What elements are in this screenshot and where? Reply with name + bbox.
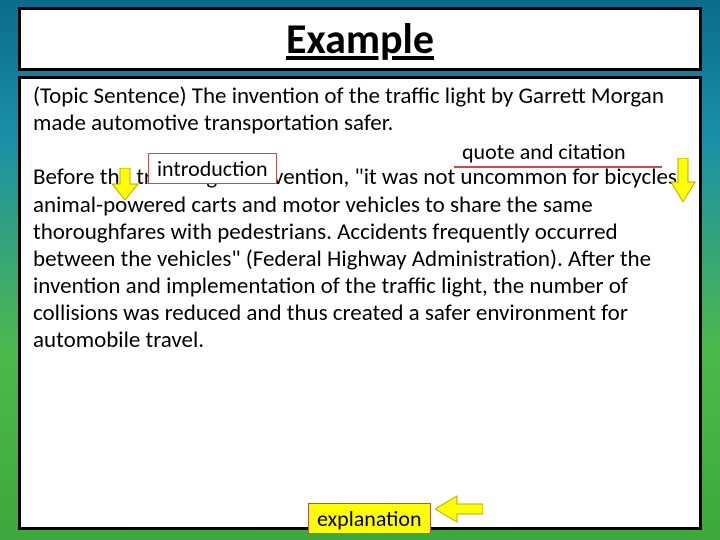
label-explanation: explanation xyxy=(308,503,431,534)
title-container: Example xyxy=(18,7,702,71)
topic-prefix: (Topic Sentence) xyxy=(33,82,192,110)
label-quote-citation: quote and citation xyxy=(454,137,634,166)
arrow-down-icon xyxy=(670,158,696,202)
arrow-down-icon xyxy=(110,168,140,200)
arrow-left-icon xyxy=(435,495,483,523)
label-introduction: introduction xyxy=(148,153,277,184)
slide-title: Example xyxy=(286,14,434,65)
label-quote-underline xyxy=(454,166,662,168)
paragraph-text: (Topic Sentence) The invention of the tr… xyxy=(33,83,687,354)
